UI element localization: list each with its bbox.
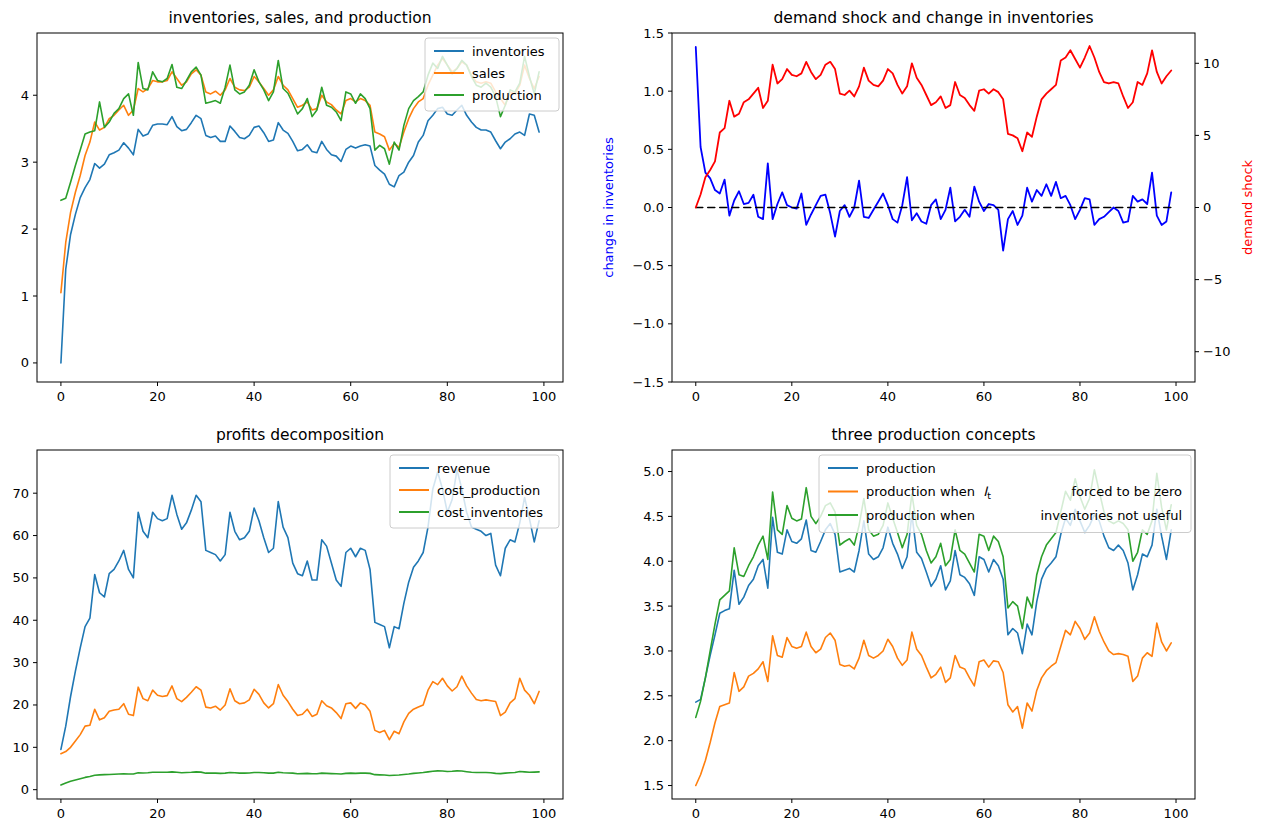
legend-label-right: forced to be zero (1071, 484, 1182, 499)
x-tick-label: 60 (342, 806, 359, 821)
subplot-title: profits decomposition (216, 426, 384, 444)
x-tick-label: 20 (784, 806, 801, 821)
y2-tick-label: −10 (1203, 344, 1230, 359)
x-tick-label: 40 (246, 389, 263, 404)
y-tick-label: 0 (21, 782, 29, 797)
x-tick-label: 80 (1072, 806, 1089, 821)
y2-tick-label: 10 (1203, 56, 1220, 71)
legend-label: production (866, 461, 936, 476)
y-tick-label: 2 (21, 222, 29, 237)
y-tick-label: 1.5 (643, 26, 664, 41)
y-tick-label: 30 (12, 655, 29, 670)
y-tick-label: 5.0 (643, 464, 664, 479)
y-tick-label: 50 (12, 570, 29, 585)
x-tick-label: 100 (532, 389, 557, 404)
y-tick-label: −1.5 (632, 375, 664, 390)
x-tick-label: 20 (149, 389, 166, 404)
x-tick-label: 40 (880, 389, 897, 404)
y-tick-label: 4 (21, 88, 29, 103)
x-tick-label: 80 (1072, 389, 1089, 404)
subplot-title: three production concepts (832, 426, 1036, 444)
legend-label: inventories (472, 44, 545, 59)
x-tick-label: 0 (692, 389, 700, 404)
y-tick-label: 0.5 (643, 142, 664, 157)
y-tick-label: 3.0 (643, 643, 664, 658)
y-tick-label: 20 (12, 697, 29, 712)
y2-tick-label: −5 (1203, 272, 1222, 287)
y-tick-label: 2.0 (643, 733, 664, 748)
y2-axis-label: demand shock (1240, 159, 1255, 255)
subplot-title: inventories, sales, and production (168, 9, 431, 27)
x-tick-label: 0 (57, 806, 65, 821)
y-tick-label: 3.5 (643, 599, 664, 614)
y-tick-label: 4.0 (643, 554, 664, 569)
y-tick-label: 60 (12, 528, 29, 543)
y-tick-label: 10 (12, 740, 29, 755)
y-tick-label: 4.5 (643, 509, 664, 524)
legend-label: cost_inventories (437, 505, 543, 520)
legend-label-right: inventories not useful (1040, 508, 1182, 523)
legend-inventories-sales-and-production: inventories sales production (425, 38, 559, 111)
legend-label: cost_production (437, 483, 540, 498)
x-tick-label: 20 (784, 389, 801, 404)
matplotlib-figure: inventoriessalesproduction02040608010001… (0, 0, 1268, 834)
y-tick-label: 40 (12, 613, 29, 628)
y-tick-label: 3 (21, 155, 29, 170)
y-tick-label: −1.0 (632, 316, 664, 331)
x-tick-label: 60 (976, 806, 993, 821)
x-tick-label: 80 (439, 806, 456, 821)
x-tick-label: 40 (880, 806, 897, 821)
subplot-title: demand shock and change in inventories (774, 9, 1094, 27)
y-tick-label: 1.5 (643, 778, 664, 793)
legend-label: production when (866, 508, 975, 523)
x-tick-label: 40 (246, 806, 263, 821)
y-axis-label: change in inventories (601, 137, 616, 278)
y2-tick-label: 5 (1203, 128, 1211, 143)
y-tick-label: 0.0 (643, 200, 664, 215)
legend-label: revenue (437, 461, 490, 476)
y-tick-label: 1.0 (643, 84, 664, 99)
y-tick-label: −0.5 (632, 258, 664, 273)
legend-profits-decomposition: revenue cost_production cost_inventories (390, 455, 559, 528)
y-tick-label: 2.5 (643, 688, 664, 703)
x-tick-label: 20 (149, 806, 166, 821)
legend-label: production when It (866, 484, 991, 501)
y2-tick-label: 0 (1203, 200, 1211, 215)
y-tick-label: 0 (21, 355, 29, 370)
x-tick-label: 60 (342, 389, 359, 404)
y-tick-label: 1 (21, 289, 29, 304)
legend-label: sales (472, 66, 505, 81)
legend-label: production (472, 88, 542, 103)
x-tick-label: 80 (439, 389, 456, 404)
x-tick-label: 100 (1164, 806, 1189, 821)
x-tick-label: 100 (532, 806, 557, 821)
x-tick-label: 100 (1164, 389, 1189, 404)
x-tick-label: 0 (692, 806, 700, 821)
legend-three-production-concepts: production production when It forced to be… (819, 455, 1191, 533)
figure-canvas: inventoriessalesproduction02040608010001… (0, 0, 1268, 834)
y-tick-label: 70 (12, 486, 29, 501)
x-tick-label: 60 (976, 389, 993, 404)
x-tick-label: 0 (57, 389, 65, 404)
